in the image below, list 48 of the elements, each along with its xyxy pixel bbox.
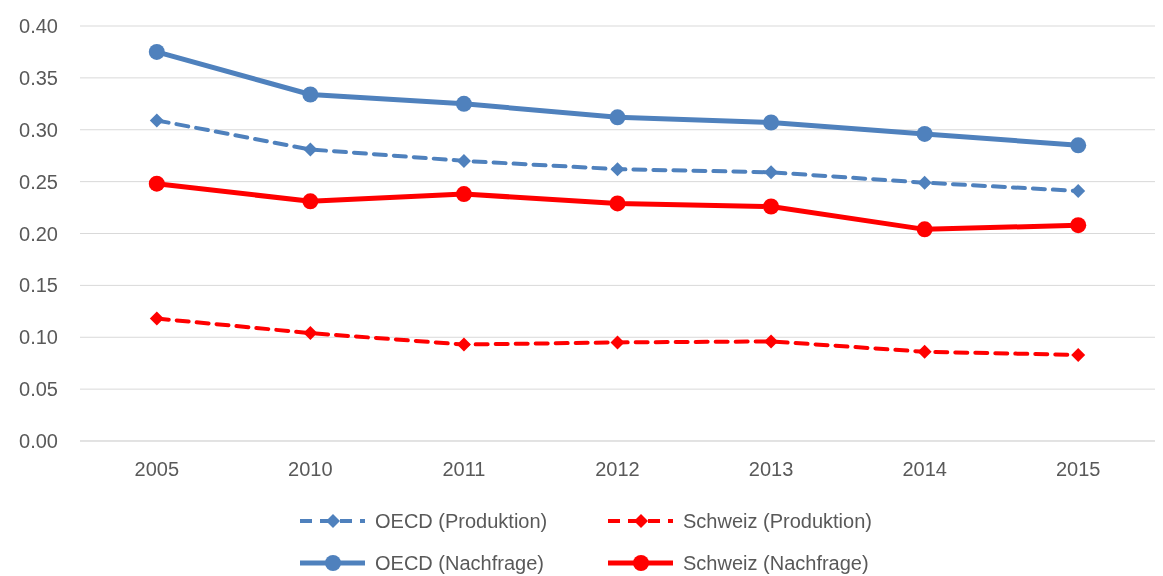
point bbox=[1071, 347, 1086, 362]
legend-label: OECD (Nachfrage) bbox=[375, 552, 544, 574]
point bbox=[610, 162, 625, 177]
point bbox=[1070, 217, 1087, 234]
point bbox=[148, 43, 165, 60]
point bbox=[610, 335, 625, 350]
y-tick-label: 0.25 bbox=[19, 170, 58, 193]
point bbox=[764, 165, 779, 180]
x-tick-label: 2012 bbox=[595, 458, 640, 480]
y-tick-label: 0.35 bbox=[19, 66, 58, 89]
point bbox=[149, 311, 164, 326]
point bbox=[149, 113, 164, 128]
point bbox=[917, 175, 932, 190]
x-tick-label: 2005 bbox=[134, 458, 180, 480]
point bbox=[455, 95, 472, 112]
x-tick-label: 2010 bbox=[288, 458, 333, 480]
y-tick-label: 0.10 bbox=[19, 326, 58, 349]
y-tick-label: 0.40 bbox=[19, 15, 58, 37]
point bbox=[916, 221, 933, 238]
point bbox=[1071, 183, 1086, 198]
y-tick-label: 0.05 bbox=[19, 378, 58, 401]
point bbox=[302, 193, 319, 210]
point bbox=[148, 175, 165, 192]
point bbox=[455, 186, 472, 203]
point bbox=[1070, 137, 1087, 154]
point bbox=[609, 195, 626, 212]
point bbox=[609, 109, 626, 126]
y-tick-label: 0.20 bbox=[19, 222, 58, 245]
x-tick-label: 2013 bbox=[748, 458, 794, 480]
y-tick-label: 0.00 bbox=[19, 430, 58, 452]
legend-label: OECD (Produktion) bbox=[375, 510, 548, 532]
point bbox=[456, 337, 471, 352]
point bbox=[303, 142, 318, 157]
legend-label: Schweiz (Produktion) bbox=[683, 510, 872, 532]
legend-label: Schweiz (Nachfrage) bbox=[683, 552, 869, 574]
y-tick-label: 0.30 bbox=[19, 118, 58, 141]
y-tick-label: 0.15 bbox=[19, 274, 58, 297]
point bbox=[763, 198, 780, 215]
x-tick-label: 2015 bbox=[1055, 458, 1101, 480]
x-tick-label: 2011 bbox=[442, 458, 486, 480]
point bbox=[302, 86, 319, 103]
point bbox=[917, 344, 932, 359]
point bbox=[916, 125, 933, 142]
x-tick-label: 2014 bbox=[902, 458, 947, 480]
point bbox=[763, 114, 780, 131]
point bbox=[764, 334, 779, 349]
point bbox=[303, 326, 318, 341]
point bbox=[456, 153, 471, 168]
